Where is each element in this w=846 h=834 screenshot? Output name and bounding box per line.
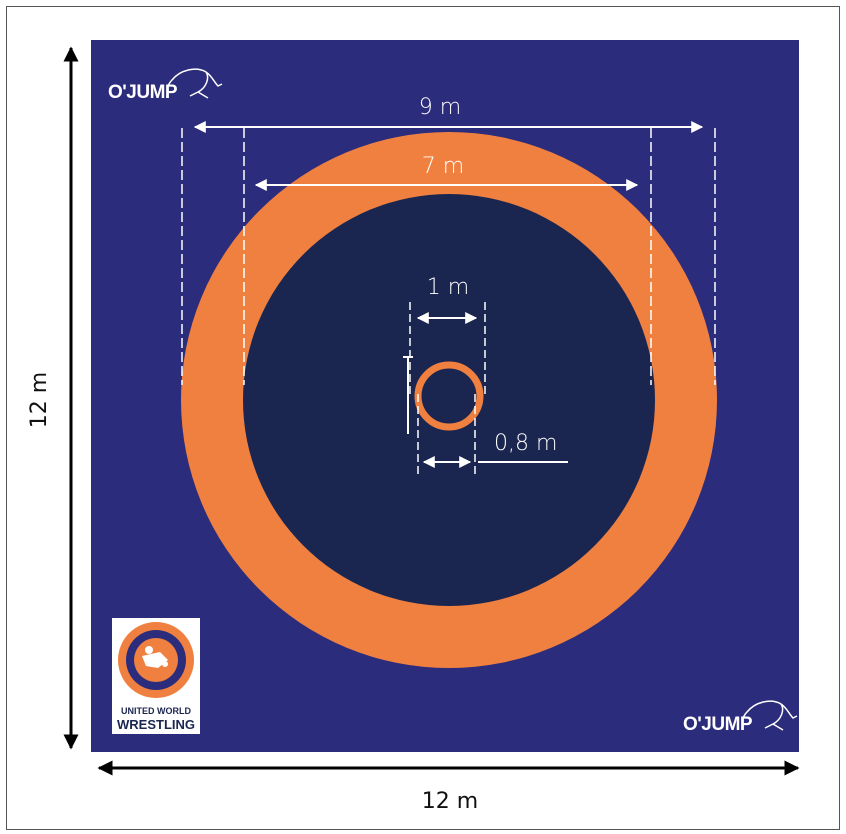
label-9m: 9 m: [419, 95, 461, 120]
label-7m: 7 m: [422, 154, 464, 179]
ojump-logo-bottom: O'JUMP: [683, 700, 798, 735]
label-08m: 0,8 m: [494, 431, 557, 456]
kangaroo-icon: [741, 700, 798, 731]
ojump-logo-top: O'JUMP: [108, 68, 223, 103]
central-wrestling-area: [243, 194, 655, 606]
label-1m: 1 m: [427, 275, 469, 300]
svg-text:O'JUMP: O'JUMP: [108, 82, 178, 103]
uww-logo: UNITED WORLD WRESTLING: [112, 618, 200, 734]
label-height-12m: 12 m: [27, 372, 52, 428]
kangaroo-icon: [166, 68, 223, 99]
wrestler-figure-icon: [142, 646, 168, 668]
svg-text:UNITED WORLD: UNITED WORLD: [121, 706, 191, 716]
svg-text:O'JUMP: O'JUMP: [683, 714, 753, 735]
label-width-12m: 12 m: [422, 789, 478, 814]
svg-text:WRESTLING: WRESTLING: [117, 717, 195, 732]
